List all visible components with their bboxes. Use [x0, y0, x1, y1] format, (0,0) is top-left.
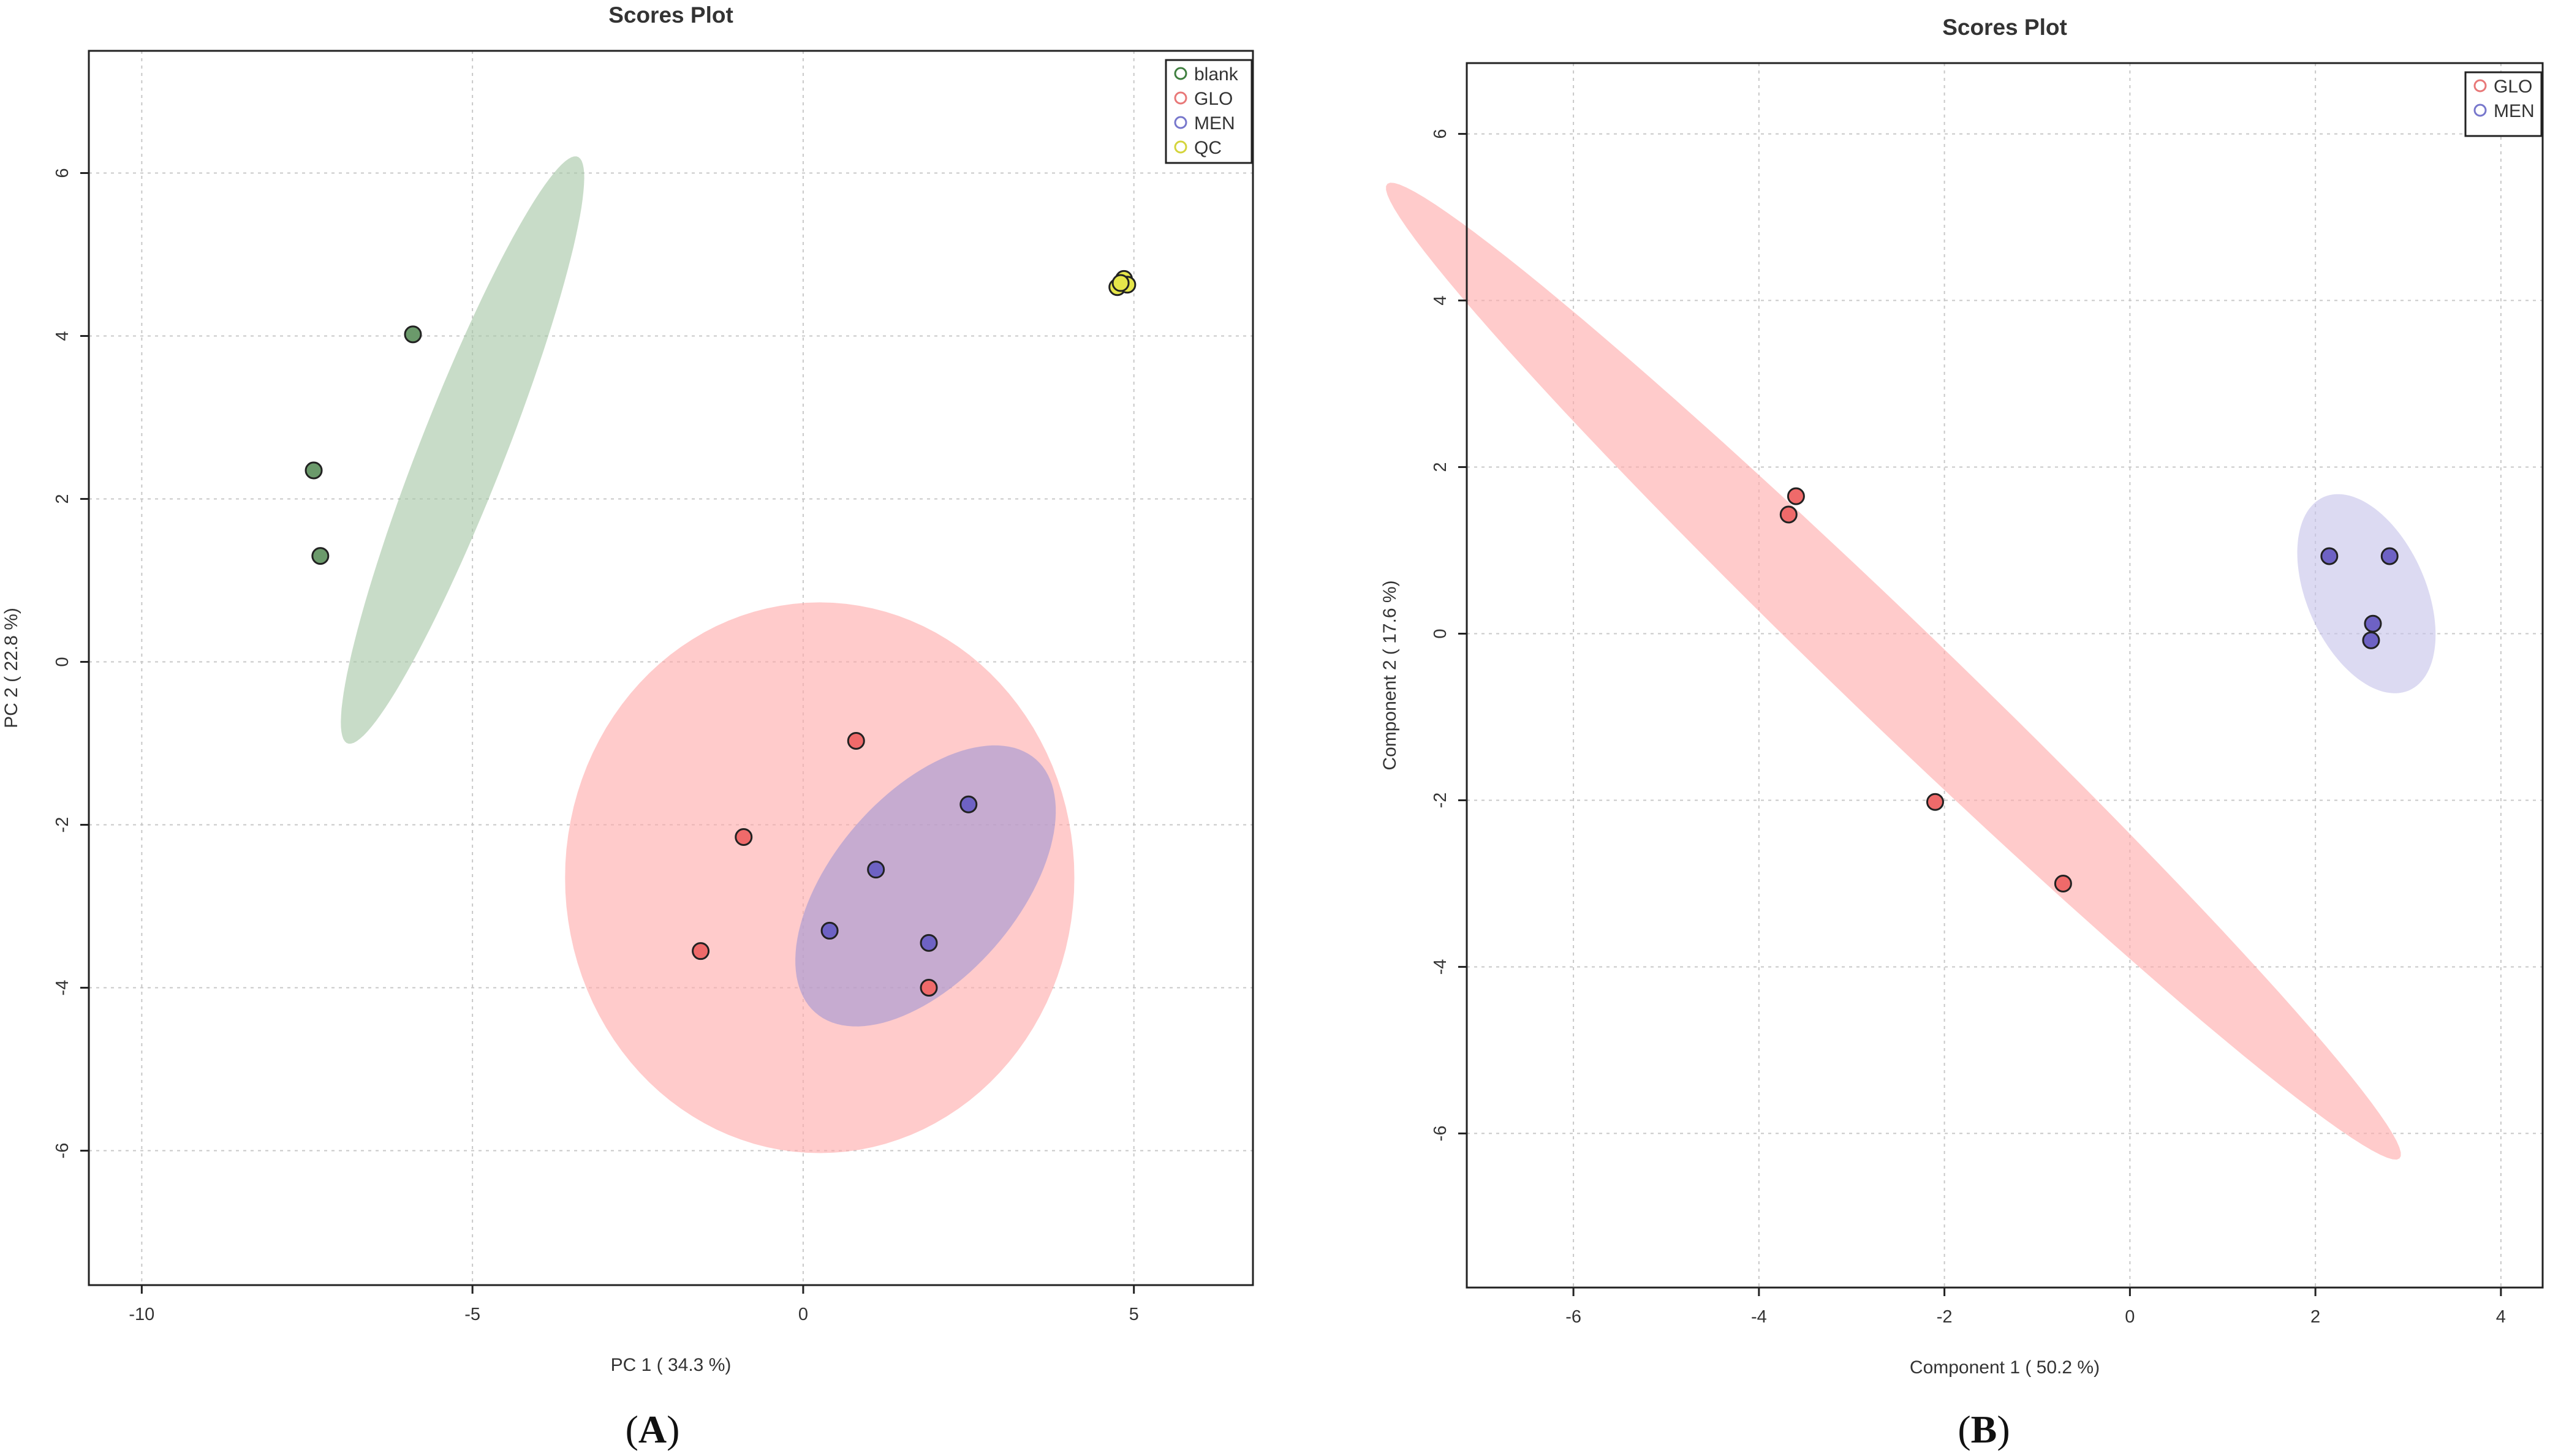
panel-a-legend-box	[1165, 59, 1253, 164]
panel-b-x-tick-label: 2	[2310, 1307, 2320, 1327]
panel-a-x-tick-label: 5	[1129, 1305, 1139, 1324]
panel-a-legend-label-blank: blank	[1194, 64, 1239, 85]
panel-a-legend-marker-blank	[1174, 67, 1187, 80]
panel-b-point-men	[2362, 631, 2380, 649]
panel-a-point-glo	[692, 942, 710, 960]
panel-b-legend-box	[2464, 71, 2543, 137]
panel-a-ellipse-blank	[341, 156, 585, 744]
panel-a-y-tick-label: 0	[53, 657, 72, 666]
panel-a-y-tick-label: -4	[53, 980, 72, 996]
panel-b-point-glo	[1779, 505, 1798, 524]
panel-a-x-tick-label: -10	[129, 1305, 154, 1324]
panel-a-legend-label-qc: QC	[1194, 138, 1222, 158]
panel-b-x-tick-label: 0	[2125, 1307, 2135, 1327]
panel-b-x-axis-label: Component 1 ( 50.2 %)	[1910, 1357, 2100, 1378]
panel-a-y-tick-label: 4	[53, 331, 72, 341]
panel-b-y-tick-label: 4	[1431, 295, 1450, 305]
panel-b-point-men	[2380, 547, 2399, 565]
panel-a-legend-marker-men	[1174, 116, 1187, 129]
panel-a-y-tick-label: 6	[53, 168, 72, 178]
panel-a-legend: blank GLO MEN QC	[1165, 59, 1253, 164]
panel-a-point-glo	[735, 828, 753, 846]
panel-b-ellipse-men	[2297, 494, 2436, 693]
panel-a-legend-label-men: MEN	[1194, 113, 1235, 134]
panel-a-point-men	[959, 795, 978, 813]
panel-a-x-axis-label: PC 1 ( 34.3 %)	[611, 1355, 732, 1375]
panel-a-legend-marker-qc	[1174, 140, 1187, 154]
panel-b-y-tick-label: 0	[1431, 628, 1450, 638]
panel-b-point-glo	[1787, 487, 1805, 505]
panel-b-ellipse-glo	[1386, 183, 2401, 1160]
panel-b-legend-label-men: MEN	[2494, 101, 2535, 121]
panel-b-plot-frame	[1466, 62, 2544, 1289]
panel-a-y-tick-label: 2	[53, 494, 72, 504]
panel-b-legend: GLO MEN	[2464, 71, 2543, 137]
panel-b-y-tick-label: 2	[1431, 462, 1450, 472]
panel-a-point-men	[867, 861, 885, 879]
panel-b-point-men	[2364, 614, 2382, 633]
panel-b-point-glo	[1926, 793, 1944, 811]
panel-b-y-tick-label: -2	[1431, 793, 1450, 809]
panel-b: Scores Plot -6 -4 -2 0 2 4 -6 -4 -2 0 2 4 6 Component …	[1380, 15, 2544, 1451]
panel-b-y-tick-label: -6	[1431, 1126, 1450, 1142]
panel-a-y-tick-label: -2	[53, 817, 72, 833]
panel-a-legend-marker-glo	[1174, 91, 1187, 105]
panel-a-point-blank	[305, 461, 323, 480]
panel-a-legend-label-glo: GLO	[1194, 89, 1233, 109]
panel-a-x-tick-label: 0	[798, 1305, 808, 1324]
panel-a-point-qc	[1111, 274, 1130, 292]
panel-a-ellipse-men	[795, 745, 1056, 1027]
panel-b-x-tick-label: 4	[2496, 1307, 2506, 1327]
panel-b-legend-marker-glo	[2473, 79, 2487, 92]
panel-a-y-tick-label: -6	[53, 1143, 72, 1159]
panel-b-legend-label-glo: GLO	[2494, 77, 2532, 97]
panel-b-point-men	[2320, 547, 2339, 565]
panel-b-title: Scores Plot	[1942, 15, 2067, 40]
panel-a-y-axis-label: PC 2 ( 22.8 %)	[1, 608, 21, 728]
panel-b-x-tick-label: -2	[1937, 1307, 1953, 1327]
panel-b-y-tick-label: 6	[1431, 129, 1450, 139]
panel-a-point-men	[920, 934, 938, 952]
panel-b-x-tick-label: -6	[1565, 1307, 1581, 1327]
panel-b-legend-marker-men	[2473, 104, 2487, 117]
panel-a: Scores Plot -10 -5 0 5 -6 -4 -2 0 2 4 6 PC 1 ( 34.3 …	[1, 2, 1254, 1451]
panel-a-x-tick-label: -5	[464, 1305, 480, 1324]
panel-a-point-glo	[920, 979, 938, 997]
panel-a-title: Scores Plot	[608, 2, 733, 28]
panel-a-point-blank	[404, 325, 422, 344]
panel-b-x-tick-label: -4	[1751, 1307, 1767, 1327]
panel-a-letter: (A)	[626, 1408, 680, 1451]
panel-b-point-glo	[2054, 874, 2072, 892]
panel-a-point-glo	[847, 732, 865, 750]
panel-b-letter: (B)	[1958, 1408, 2010, 1451]
panel-a-point-blank	[311, 547, 330, 565]
panel-b-y-tick-label: -4	[1431, 959, 1450, 975]
panel-a-plot-frame	[88, 50, 1254, 1286]
panel-b-y-axis-label: Component 2 ( 17.6 %)	[1380, 580, 1400, 770]
panel-a-point-men	[820, 921, 839, 940]
